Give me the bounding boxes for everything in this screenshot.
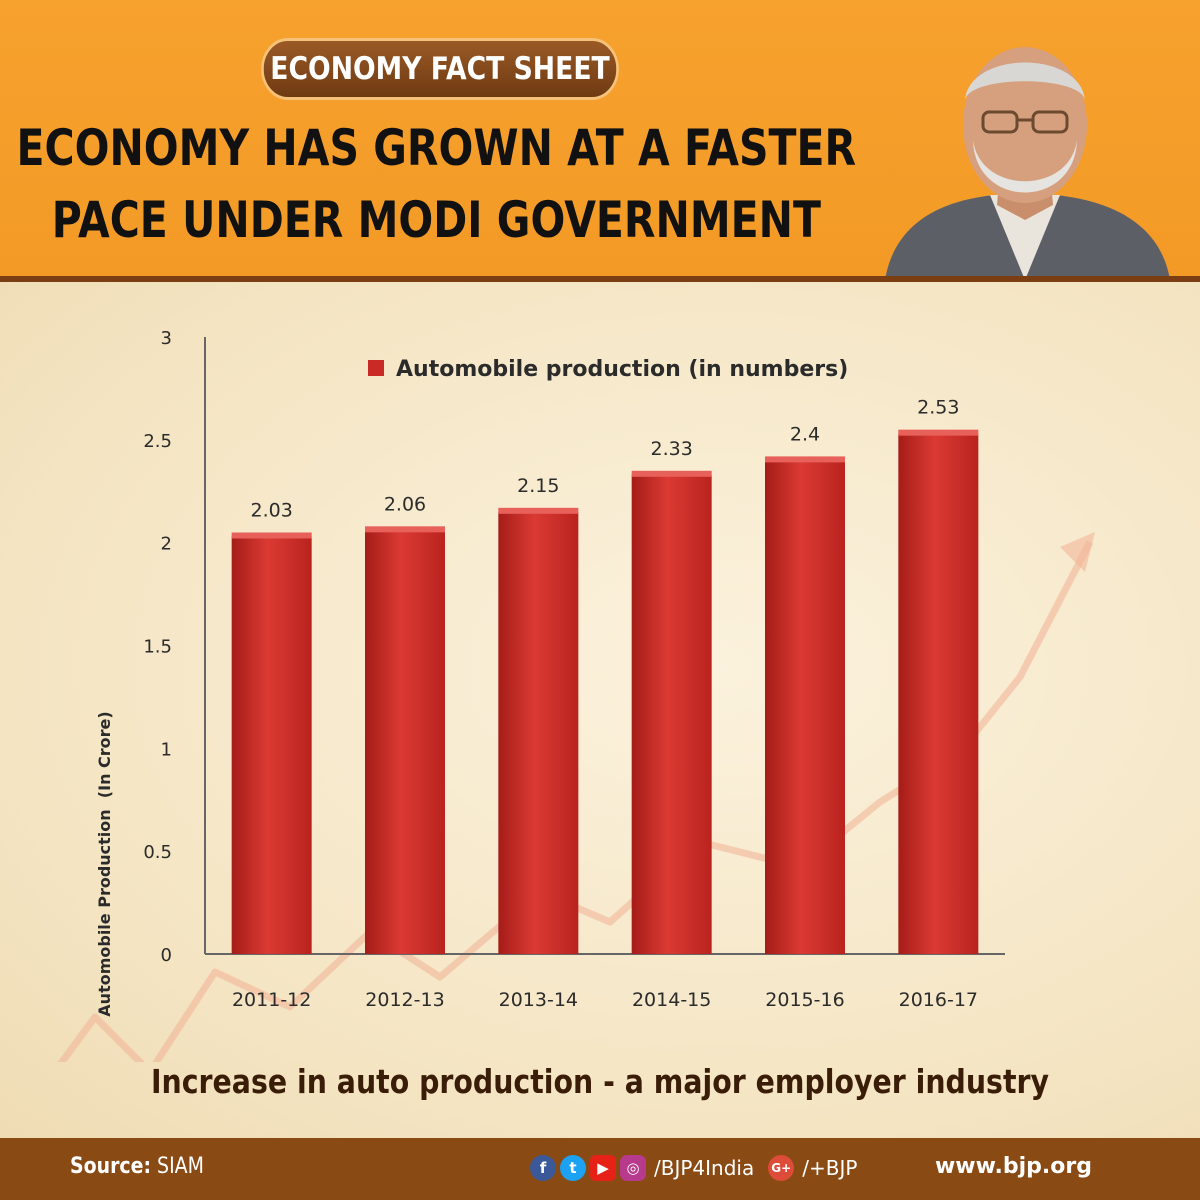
x-tick-label: 2011-12 bbox=[232, 989, 311, 1011]
source-credit: Source: SIAM bbox=[70, 1154, 204, 1179]
portrait-image bbox=[885, 47, 1170, 278]
headline-line-2: PACE UNDER MODI GOVERNMENT bbox=[51, 191, 821, 249]
y-tick-label: 1.5 bbox=[143, 637, 172, 658]
y-tick-label: 3 bbox=[161, 328, 172, 349]
facebook-icon[interactable]: f bbox=[530, 1155, 556, 1181]
google-plus-icon[interactable]: G+ bbox=[768, 1155, 795, 1181]
headline-line-1: ECONOMY HAS GROWN AT A FASTER bbox=[16, 119, 857, 177]
y-axis-label: Automobile Production (In Crore) bbox=[95, 711, 114, 1016]
bar-top bbox=[365, 526, 445, 533]
trend-arrowhead-decoration bbox=[1060, 532, 1095, 572]
data-label: 2.33 bbox=[651, 438, 693, 460]
bar bbox=[631, 474, 712, 954]
bar bbox=[231, 536, 312, 954]
gplus-handle[interactable]: /+BJP bbox=[802, 1156, 858, 1180]
x-tick-label: 2015-16 bbox=[765, 989, 844, 1011]
footer-bar: Source: SIAM f t ▶ ◎ /BJP4India G+ /+BJP… bbox=[0, 1138, 1200, 1200]
data-label: 2.06 bbox=[384, 493, 426, 515]
chart-caption: Increase in auto production - a major em… bbox=[150, 1062, 1050, 1101]
bar-top bbox=[231, 532, 312, 539]
source-label: Source: bbox=[70, 1154, 152, 1179]
data-label: 2.03 bbox=[251, 499, 293, 521]
header-banner: ECONOMY FACT SHEET ECONOMY HAS GROWN AT … bbox=[0, 0, 1200, 278]
bar bbox=[365, 530, 445, 954]
x-tick-label: 2012-13 bbox=[365, 989, 444, 1011]
social-links: f t ▶ ◎ /BJP4India G+ /+BJP bbox=[530, 1151, 871, 1185]
instagram-icon[interactable]: ◎ bbox=[620, 1155, 646, 1181]
bar bbox=[898, 433, 979, 954]
youtube-icon[interactable]: ▶ bbox=[590, 1155, 616, 1181]
legend-label: Automobile production (in numbers) bbox=[396, 357, 848, 382]
y-tick-label: 2.5 bbox=[143, 431, 172, 452]
data-label: 2.15 bbox=[517, 475, 559, 497]
data-label: 2.4 bbox=[790, 423, 820, 445]
fact-sheet-badge: ECONOMY FACT SHEET bbox=[261, 38, 619, 100]
website-link[interactable]: www.bjp.org bbox=[934, 1154, 1092, 1179]
bar bbox=[498, 511, 579, 954]
legend-swatch bbox=[368, 360, 384, 376]
twitter-icon[interactable]: t bbox=[560, 1155, 586, 1181]
bar-top bbox=[898, 429, 979, 436]
bar-chart: 00.511.522.53 2.032011-122.062012-132.15… bbox=[57, 328, 1095, 1062]
bar-top bbox=[765, 456, 845, 463]
x-tick-label: 2014-15 bbox=[632, 989, 711, 1011]
data-label: 2.53 bbox=[917, 397, 959, 419]
social-handle[interactable]: /BJP4India bbox=[654, 1156, 755, 1180]
bar-top bbox=[631, 470, 712, 477]
y-tick-label: 0 bbox=[161, 945, 172, 966]
y-tick-label: 0.5 bbox=[143, 842, 172, 863]
y-tick-label: 2 bbox=[161, 534, 172, 555]
chart-legend: Automobile production (in numbers) bbox=[368, 357, 848, 382]
source-value: SIAM bbox=[157, 1154, 204, 1179]
x-tick-label: 2013-14 bbox=[499, 989, 578, 1011]
header-divider bbox=[0, 276, 1200, 282]
y-tick-label: 1 bbox=[161, 739, 172, 760]
bar bbox=[765, 460, 845, 954]
headline: ECONOMY HAS GROWN AT A FASTER PACE UNDER… bbox=[14, 112, 859, 256]
x-tick-label: 2016-17 bbox=[899, 989, 978, 1011]
bar-top bbox=[498, 507, 579, 514]
